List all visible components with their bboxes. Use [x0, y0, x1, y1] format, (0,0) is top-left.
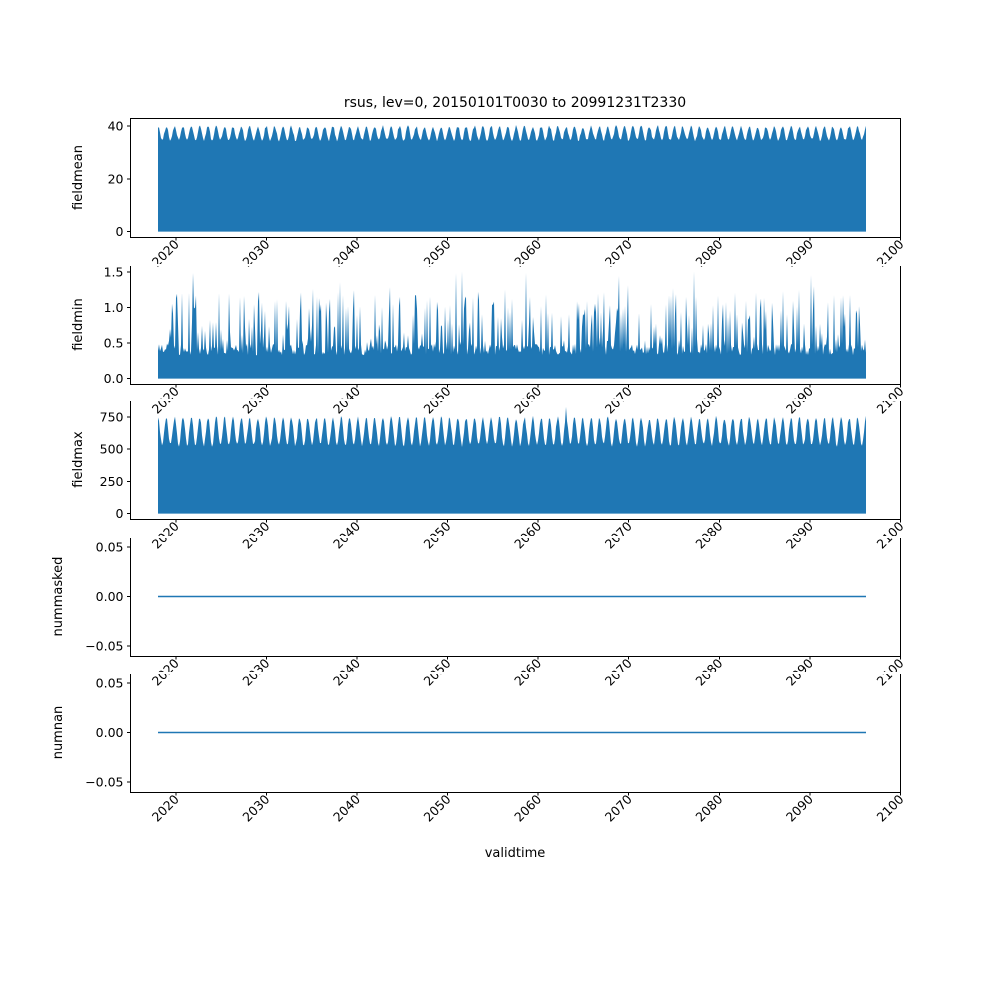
y-tick-label: 250 — [100, 474, 124, 489]
y-axis-label-fieldmin: fieldmin — [71, 298, 86, 351]
y-tick-label: 1.5 — [104, 265, 124, 280]
y-axis-ticks-fieldmin: 0.0 0.5 1.0 1.5 — [104, 265, 131, 386]
y-axis-label-nummasked: nummasked — [51, 557, 66, 637]
y-tick-label: 1.0 — [104, 300, 124, 315]
y-axis-label-fieldmean: fieldmean — [71, 145, 86, 210]
series-fieldmean — [158, 125, 866, 232]
y-tick-label: 750 — [100, 409, 124, 424]
y-axis-ticks-numnan: −0.05 0.00 0.05 — [85, 675, 131, 790]
y-tick-label: 500 — [100, 442, 124, 457]
y-tick-label: 40 — [108, 118, 124, 133]
x-axis-label: validtime — [485, 846, 546, 861]
y-tick-label: 20 — [108, 171, 124, 186]
y-axis-ticks-fieldmean: 0 20 40 — [108, 118, 131, 239]
y-tick-label: −0.05 — [85, 639, 123, 654]
y-axis-ticks-nummasked: −0.05 0.00 0.05 — [85, 539, 131, 654]
y-tick-label: 0.05 — [96, 539, 124, 554]
series-fieldmax — [158, 406, 866, 514]
y-axis-label-numnan: numnan — [51, 706, 66, 760]
panel-gap-mask — [0, 672, 1000, 674]
y-tick-label: 0 — [116, 506, 124, 521]
y-tick-label: 0.00 — [96, 725, 124, 740]
y-tick-label: 0.5 — [104, 336, 124, 351]
series-fieldmin — [158, 271, 866, 379]
y-axis-ticks-fieldmax: 0 250 500 750 — [100, 409, 131, 521]
panel-gap-mask — [0, 399, 1000, 401]
y-tick-label: −0.05 — [85, 775, 123, 790]
y-tick-label: 0.00 — [96, 589, 124, 604]
panel-gap-mask — [0, 536, 1000, 538]
y-tick-label: 0.05 — [96, 675, 124, 690]
y-tick-label: 0.0 — [104, 371, 124, 386]
y-axis-label-fieldmax: fieldmax — [71, 431, 86, 488]
y-tick-label: 0 — [116, 224, 124, 239]
figure-title: rsus, lev=0, 20150101T0030 to 20991231T2… — [344, 95, 686, 111]
panel-gap-mask — [0, 264, 1000, 266]
